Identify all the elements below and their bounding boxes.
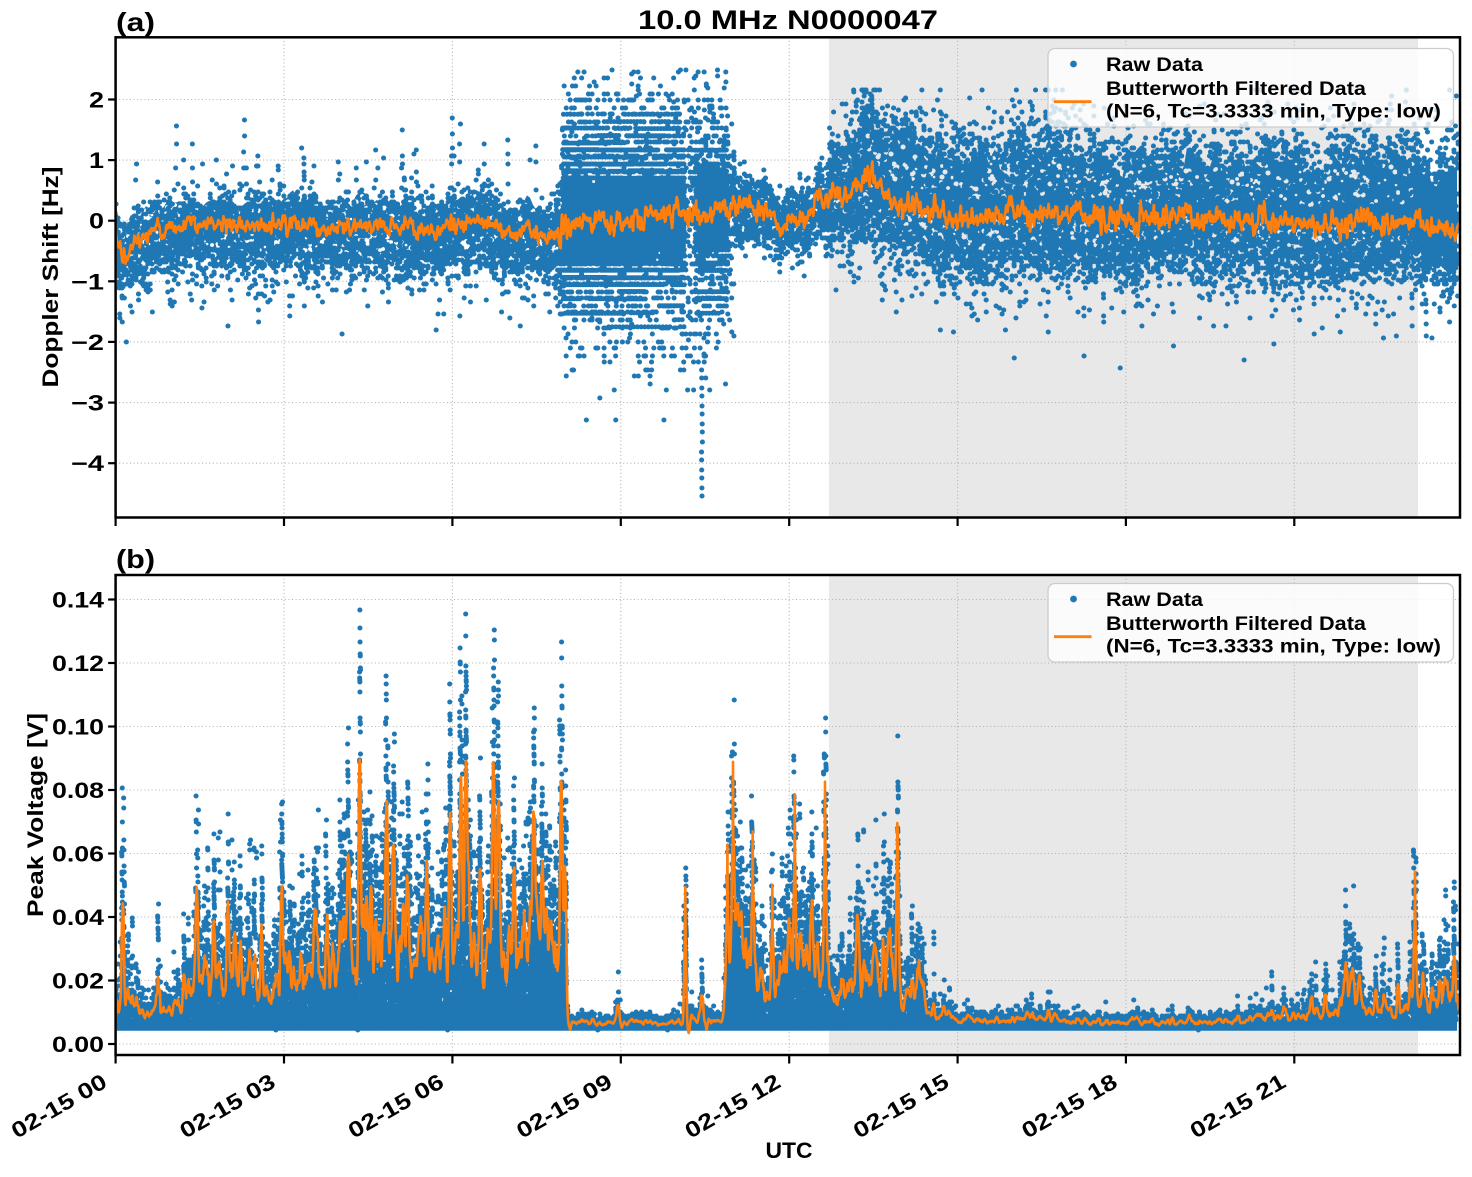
svg-text:−4: −4 [71,451,105,476]
svg-text:Raw Data: Raw Data [1106,590,1203,611]
svg-text:(a): (a) [116,7,155,37]
svg-text:0.12: 0.12 [52,651,104,676]
svg-text:(b): (b) [116,544,155,574]
svg-text:−2: −2 [71,330,104,355]
svg-text:0.06: 0.06 [52,842,104,867]
svg-text:10.0 MHz N0000047: 10.0 MHz N0000047 [638,5,938,35]
svg-text:0.10: 0.10 [52,715,104,740]
svg-text:Butterworth Filtered Data: Butterworth Filtered Data [1106,79,1366,100]
svg-text:0.04: 0.04 [52,905,105,930]
svg-text:Butterworth Filtered Data: Butterworth Filtered Data [1106,614,1366,635]
svg-text:Peak Voltage [V]: Peak Voltage [V] [23,713,48,917]
svg-text:1: 1 [89,148,104,173]
svg-text:0: 0 [89,209,104,234]
svg-text:0.02: 0.02 [52,969,104,994]
svg-text:UTC: UTC [766,1138,813,1163]
svg-text:(N=6, Tc=3.3333 min, Type: low: (N=6, Tc=3.3333 min, Type: low) [1106,637,1441,658]
svg-text:0.14: 0.14 [52,588,105,613]
svg-text:−3: −3 [71,391,104,416]
svg-text:0.08: 0.08 [52,778,104,803]
svg-text:(N=6, Tc=3.3333 min, Type: low: (N=6, Tc=3.3333 min, Type: low) [1106,102,1441,123]
svg-text:Raw Data: Raw Data [1106,55,1203,76]
svg-text:Doppler Shift [Hz]: Doppler Shift [Hz] [38,167,63,388]
svg-text:0.00: 0.00 [52,1032,104,1057]
svg-text:2: 2 [89,88,104,113]
svg-text:−1: −1 [71,269,104,294]
